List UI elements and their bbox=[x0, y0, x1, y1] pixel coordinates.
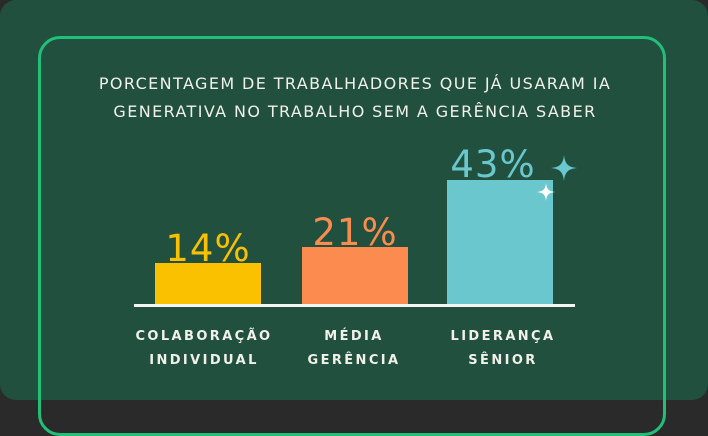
bar-colaboracao-individual bbox=[155, 263, 261, 305]
sparkle-icon bbox=[551, 155, 577, 181]
chart-title: PORCENTAGEM DE TRABALHADORES QUE JÁ USAR… bbox=[40, 70, 670, 126]
x-label-line: INDIVIDUAL bbox=[149, 353, 259, 368]
x-label-line: MÉDIA bbox=[324, 329, 384, 344]
x-label-lideranca-senior: LIDERANÇA SÊNIOR bbox=[413, 325, 593, 373]
chart-title-line-1: PORCENTAGEM DE TRABALHADORES QUE JÁ USAR… bbox=[98, 74, 612, 93]
x-label-line: LIDERANÇA bbox=[450, 329, 556, 344]
x-label-line: GERÊNCIA bbox=[307, 353, 401, 368]
x-label-line: COLABORAÇÃO bbox=[135, 329, 273, 344]
value-label-media-gerencia: 21% bbox=[312, 211, 398, 254]
x-label-line: SÊNIOR bbox=[468, 353, 538, 368]
x-label-colaboracao-individual: COLABORAÇÃO INDIVIDUAL bbox=[114, 325, 294, 373]
sparkle-small-icon bbox=[537, 183, 555, 201]
bar-lideranca-senior bbox=[447, 180, 553, 305]
chart-title-line-2: GENERATIVA NO TRABALHO SEM A GERÊNCIA SA… bbox=[113, 102, 597, 121]
value-label-colaboracao-individual: 14% bbox=[165, 227, 251, 270]
bar-media-gerencia bbox=[302, 247, 408, 305]
x-axis-baseline bbox=[134, 304, 575, 307]
value-label-lideranca-senior: 43% bbox=[450, 143, 536, 186]
x-label-media-gerencia: MÉDIA GERÊNCIA bbox=[264, 325, 444, 373]
